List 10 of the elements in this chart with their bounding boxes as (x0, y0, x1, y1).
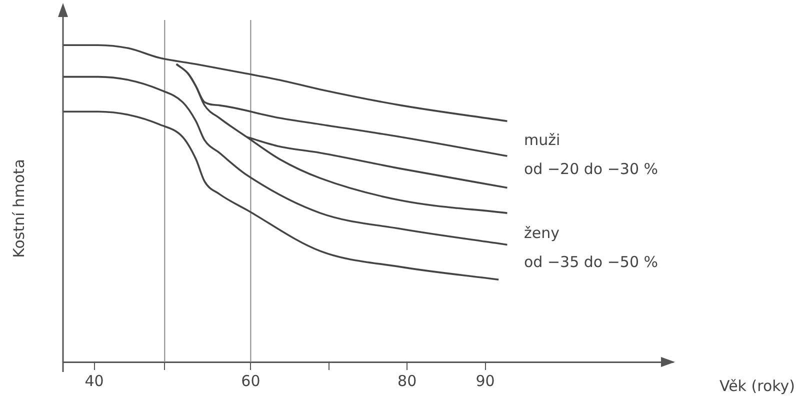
annotation: od −35 do −50 % (524, 252, 658, 271)
x-axis-title: Věk (roky) (719, 376, 795, 395)
x-tick-label: 40 (84, 372, 104, 390)
x-tick-label: 80 (398, 372, 417, 390)
annotation: muži (524, 130, 560, 149)
annotation: ženy (524, 224, 560, 242)
x-tick-label: 90 (476, 372, 495, 390)
annotation: od −20 do −30 % (524, 160, 658, 178)
x-tick-label: 60 (241, 372, 260, 390)
y-axis-title: Kostní hmota (10, 159, 28, 258)
